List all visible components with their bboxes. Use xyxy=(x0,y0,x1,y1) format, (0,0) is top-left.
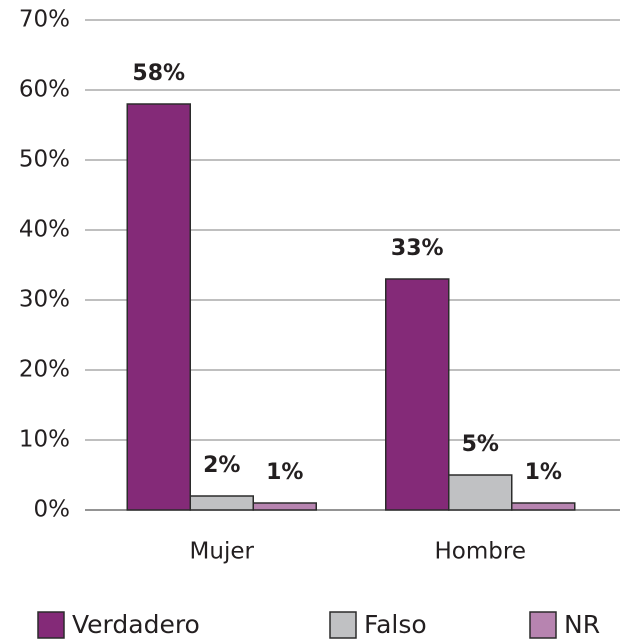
legend-label: Verdadero xyxy=(72,610,200,639)
value-label: 5% xyxy=(462,432,499,457)
value-label: 58% xyxy=(132,61,185,86)
value-label: 1% xyxy=(525,460,562,485)
bar xyxy=(385,278,450,511)
x-tick-label: Mujer xyxy=(190,539,255,565)
y-tick-label: 50% xyxy=(19,147,70,173)
value-label: 33% xyxy=(391,236,444,261)
bar xyxy=(252,502,317,511)
bar xyxy=(189,495,254,511)
y-tick-label: 70% xyxy=(19,7,70,33)
y-tick-label: 60% xyxy=(19,77,70,103)
y-tick-label: 10% xyxy=(19,427,70,453)
bar xyxy=(126,103,191,511)
legend-swatch xyxy=(37,611,65,639)
value-label: 2% xyxy=(203,453,240,478)
y-tick-label: 0% xyxy=(34,497,71,523)
y-tick-label: 40% xyxy=(19,217,70,243)
y-tick-label: 30% xyxy=(19,287,70,313)
legend-label: Falso xyxy=(364,610,427,639)
bar xyxy=(511,502,576,511)
legend-swatch xyxy=(529,611,557,639)
bar xyxy=(448,474,513,511)
x-tick-label: Hombre xyxy=(435,539,526,565)
value-label: 1% xyxy=(266,460,303,485)
legend-swatch xyxy=(329,611,357,639)
y-tick-label: 20% xyxy=(19,357,70,383)
legend-label: NR xyxy=(564,610,600,639)
